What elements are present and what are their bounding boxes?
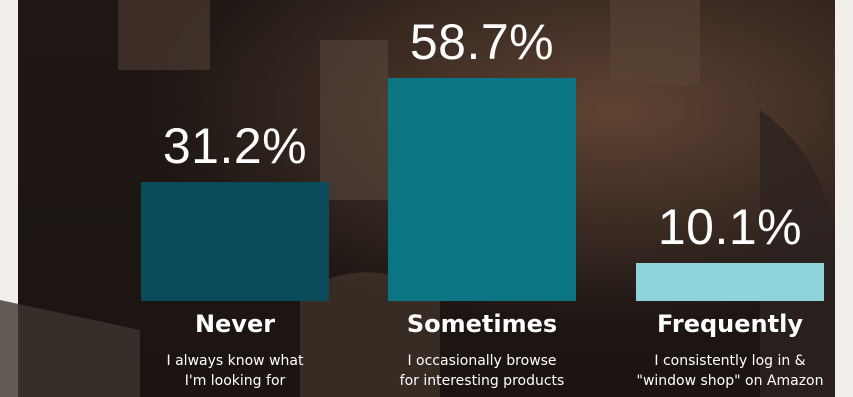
value-label-never: 31.2% <box>162 118 308 175</box>
category-label-frequently: Frequently <box>657 310 803 338</box>
value-label-sometimes: 58.7% <box>409 14 555 70</box>
bar-sometimes <box>388 78 576 301</box>
description-line: I consistently log in & <box>654 353 806 369</box>
description-line: I occasionally browse <box>407 353 557 369</box>
description-line: I'm looking for <box>184 373 286 389</box>
description-line: "window shop" on Amazon <box>636 373 824 389</box>
description-line: for interesting products <box>399 373 565 389</box>
category-label-sometimes: Sometimes <box>406 310 558 338</box>
description-never: I always know what I'm looking for <box>120 351 350 391</box>
category-label-never: Never <box>194 310 276 338</box>
bar-frequently <box>636 262 824 301</box>
description-line: I always know what <box>166 353 304 369</box>
description-sometimes: I occasionally browse for interesting pr… <box>367 351 597 391</box>
value-label-frequently: 10.1% <box>657 198 803 255</box>
bar-never <box>141 182 329 301</box>
description-frequently: I consistently log in & "window shop" on… <box>615 351 845 391</box>
